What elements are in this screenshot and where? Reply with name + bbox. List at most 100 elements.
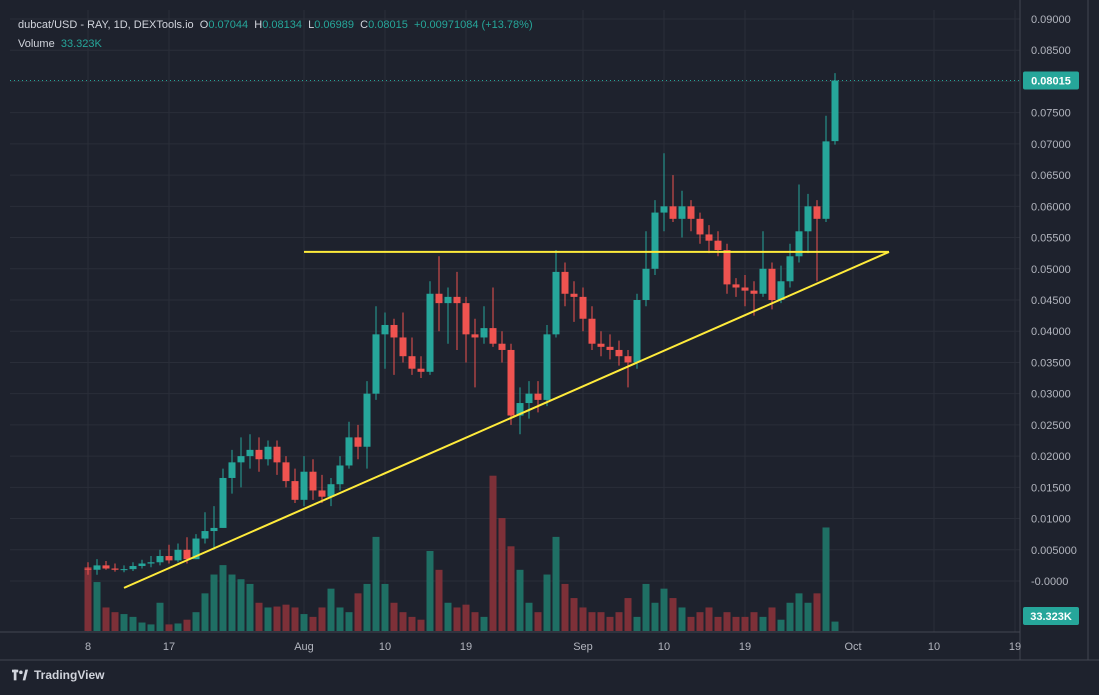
volume-bar <box>246 583 254 631</box>
low-value: 0.06989 <box>314 19 354 31</box>
candle-body <box>300 471 308 500</box>
candle-body <box>588 318 596 344</box>
close-label: C <box>360 19 369 31</box>
candle-body <box>192 538 200 560</box>
price-tick-label: 0.02000 <box>1031 451 1071 463</box>
price-tick-label: 0.02500 <box>1031 420 1071 432</box>
volume-bar <box>561 583 569 631</box>
volume-label[interactable]: Volume <box>18 38 55 50</box>
candle-body <box>237 456 245 463</box>
price-axis[interactable]: 0.090000.085000.080000.075000.070000.065… <box>1019 0 1089 660</box>
volume-bar <box>102 607 110 631</box>
candle-body <box>93 565 101 570</box>
candle-body <box>309 471 317 491</box>
volume-value: 33.323K <box>60 38 102 50</box>
candle-body <box>147 562 155 564</box>
price-tick-label: 0.005000 <box>1031 545 1077 557</box>
volume-bar <box>597 612 605 631</box>
volume-bar <box>462 604 470 631</box>
candle-body <box>165 556 173 561</box>
symbol-title[interactable]: dubcat/USD - RAY, 1D, DEXTools.io <box>18 19 194 31</box>
candle-body <box>255 449 263 460</box>
volume-bar <box>264 607 272 631</box>
candle-body <box>381 324 389 335</box>
candle-body <box>642 268 650 300</box>
volume-bar <box>354 593 362 631</box>
volume-bar <box>642 583 650 631</box>
candle-body <box>732 284 740 288</box>
candle-body <box>660 206 668 213</box>
candle-body <box>804 206 812 232</box>
price-tick-label: 0.06500 <box>1031 170 1071 182</box>
high-value: 0.08134 <box>262 19 302 31</box>
volume-bar <box>516 569 524 631</box>
trendline <box>123 251 890 589</box>
volume-bar <box>156 602 164 631</box>
volume-bar <box>534 612 542 631</box>
close-value: 0.08015 <box>368 19 408 31</box>
candle-body <box>84 568 92 570</box>
time-tick-label: 8 <box>85 641 91 653</box>
volume-bar <box>759 616 767 631</box>
volume-bar <box>588 612 596 631</box>
candle-body <box>705 234 713 241</box>
candle-body <box>219 477 227 528</box>
price-tick-label: 0.03000 <box>1031 389 1071 401</box>
change-value: +0.00971084 (+13.78%) <box>413 19 533 31</box>
candle-body <box>768 268 776 300</box>
candle-body <box>129 566 137 570</box>
candle-body <box>273 446 281 463</box>
volume-bar <box>831 621 839 631</box>
legend-ohlc-row: dubcat/USD - RAY, 1D, DEXTools.io O0.070… <box>18 16 533 35</box>
volume-bar <box>183 619 191 631</box>
candle-body <box>156 556 164 563</box>
volume-bar <box>390 602 398 631</box>
candle-body <box>606 346 614 350</box>
candle-body <box>696 218 704 235</box>
candle-body <box>480 328 488 338</box>
candle-body <box>525 393 533 404</box>
volume-bar <box>453 607 461 631</box>
candle-body <box>750 290 758 294</box>
candle-body <box>615 349 623 357</box>
price-tick-label: 0.01500 <box>1031 482 1071 494</box>
volume-bar <box>210 574 218 631</box>
candle-body <box>822 141 830 219</box>
candle-body <box>282 462 290 482</box>
volume-bar <box>660 588 668 631</box>
last-price-tag-label: 0.08015 <box>1031 76 1071 88</box>
price-tick-label: 0.05000 <box>1031 264 1071 276</box>
volume-bar <box>723 612 731 631</box>
candle-body <box>651 212 659 269</box>
volume-bar <box>507 546 515 631</box>
volume-bar <box>480 616 488 631</box>
candle-body <box>831 80 839 142</box>
candle-body <box>597 343 605 347</box>
price-tick-label: 0.07500 <box>1031 108 1071 120</box>
volume-bar <box>786 602 794 631</box>
volume-bar <box>813 593 821 631</box>
price-tick-label: 0.05500 <box>1031 233 1071 245</box>
volume-bars <box>84 475 839 631</box>
candle-body <box>471 334 479 338</box>
volume-bar <box>291 607 299 631</box>
grid-lines <box>10 10 1020 632</box>
candle-body <box>318 490 326 497</box>
volume-bar <box>651 602 659 631</box>
candle-body <box>327 484 335 497</box>
last-volume-tag <box>1023 607 1079 625</box>
time-tick-label: 10 <box>379 641 391 653</box>
candle-body <box>543 334 551 400</box>
volume-bar <box>669 598 677 631</box>
volume-bar <box>552 536 560 631</box>
candle-body <box>372 334 380 394</box>
tradingview-brand[interactable]: TradingView <box>12 668 104 682</box>
time-axis[interactable]: 8 17 Aug 10 19 Sep 10 19 Oct 10 19 <box>0 631 1099 661</box>
volume-bar <box>624 598 632 631</box>
candle-body <box>120 569 128 571</box>
volume-bar <box>777 619 785 631</box>
volume-bar <box>120 614 128 631</box>
candle-body <box>561 271 569 294</box>
candle-body <box>399 337 407 357</box>
